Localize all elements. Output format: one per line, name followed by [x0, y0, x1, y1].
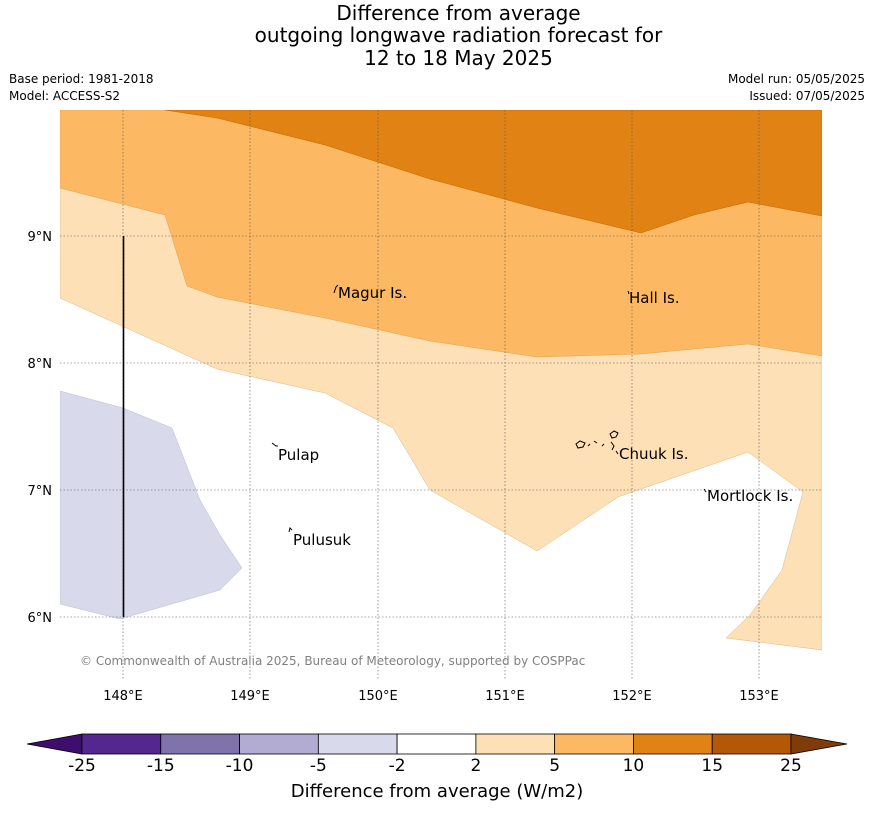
- meta-left: Base period: 1981-2018 Model: ACCESS-S2: [9, 71, 154, 105]
- colorbar-tick-label: 25: [780, 756, 802, 776]
- place-label-chuuk: Chuuk Is.: [619, 445, 688, 463]
- colorbar-title: Difference from average (W/m2): [290, 781, 584, 802]
- lat-label: 7°N: [28, 484, 53, 499]
- lon-label: 151°E: [485, 689, 525, 704]
- lat-label: 8°N: [28, 357, 53, 372]
- lon-label: 149°E: [230, 689, 270, 704]
- colorbar-tick-label: -10: [225, 756, 254, 776]
- map-title-line-2: outgoing longwave radiation forecast for: [254, 23, 663, 47]
- colorbar-tick-label: 15: [701, 756, 724, 776]
- colorbar-tick-label: -2: [388, 756, 406, 776]
- colorbar-box: [633, 733, 713, 755]
- meta-right: Model run: 05/05/2025 Issued: 07/05/2025: [728, 71, 865, 105]
- island-outlines: [271, 284, 707, 533]
- model-text: Model: ACCESS-S2: [9, 89, 121, 103]
- magur-island-mark: [333, 284, 339, 294]
- chuuk-island-marks: [575, 430, 619, 455]
- place-label-hall: Hall Is.: [629, 289, 680, 307]
- contour-minus5-to-minus2: [60, 390, 243, 620]
- colorbar-box: [475, 733, 556, 755]
- hall-island-mark: [627, 290, 630, 295]
- lon-label: 152°E: [612, 689, 652, 704]
- place-label-magur: Magur Is.: [338, 284, 407, 302]
- lon-label: 148°E: [103, 689, 143, 704]
- colorbar-box: [81, 733, 162, 755]
- colorbar-tick-label: -15: [146, 756, 175, 776]
- colorbar-tick-label: -25: [68, 756, 96, 776]
- pulusuk-island-mark: [288, 527, 293, 533]
- colorbar-tick-label: 2: [470, 756, 482, 776]
- colorbar-box: [396, 733, 477, 755]
- place-label-mortlock: Mortlock Is.: [707, 487, 793, 505]
- lat-label: 6°N: [28, 611, 53, 626]
- base-period-text: Base period: 1981-2018: [9, 72, 154, 86]
- lat-label: 9°N: [28, 230, 53, 245]
- map-title-line-1: Difference from average: [336, 1, 581, 25]
- place-label-pulap: Pulap: [278, 446, 319, 464]
- lon-label: 150°E: [358, 689, 398, 704]
- colorbar-box: [239, 733, 319, 755]
- latitude-labels: 9°N 8°N 7°N 6°N: [28, 230, 53, 626]
- colorbar-tick-label: 5: [549, 756, 561, 776]
- longitude-labels: 148°E 149°E 150°E 151°E 152°E 153°E: [103, 689, 779, 704]
- colorbar-extend-high: [790, 733, 848, 755]
- graticule: [60, 110, 822, 680]
- colorbar-box: [711, 733, 792, 755]
- map-title-line-3: 12 to 18 May 2025: [364, 46, 553, 70]
- colorbar-extend-low: [26, 733, 83, 755]
- contour-10-to-15: [164, 110, 822, 234]
- lon-label: 153°E: [739, 689, 779, 704]
- colorbar-tick-label: -5: [309, 756, 327, 776]
- colorbar: [26, 733, 848, 755]
- map-plot-area: Magur Is. Hall Is. Pulap Chuuk Is. Mortl…: [60, 110, 822, 680]
- colorbar-box: [317, 733, 398, 755]
- mortlock-island-mark: [703, 488, 707, 493]
- colorbar-tick-label: 10: [622, 756, 645, 776]
- copyright-text: © Commonwealth of Australia 2025, Bureau…: [80, 654, 585, 668]
- model-run-text: Model run: 05/05/2025: [727, 72, 865, 86]
- place-label-pulusuk: Pulusuk: [293, 531, 351, 549]
- colorbar-box: [554, 733, 634, 755]
- pulap-island-mark: [271, 442, 278, 447]
- issued-text: Issued: 07/05/2025: [749, 89, 865, 103]
- colorbar-box: [160, 733, 240, 755]
